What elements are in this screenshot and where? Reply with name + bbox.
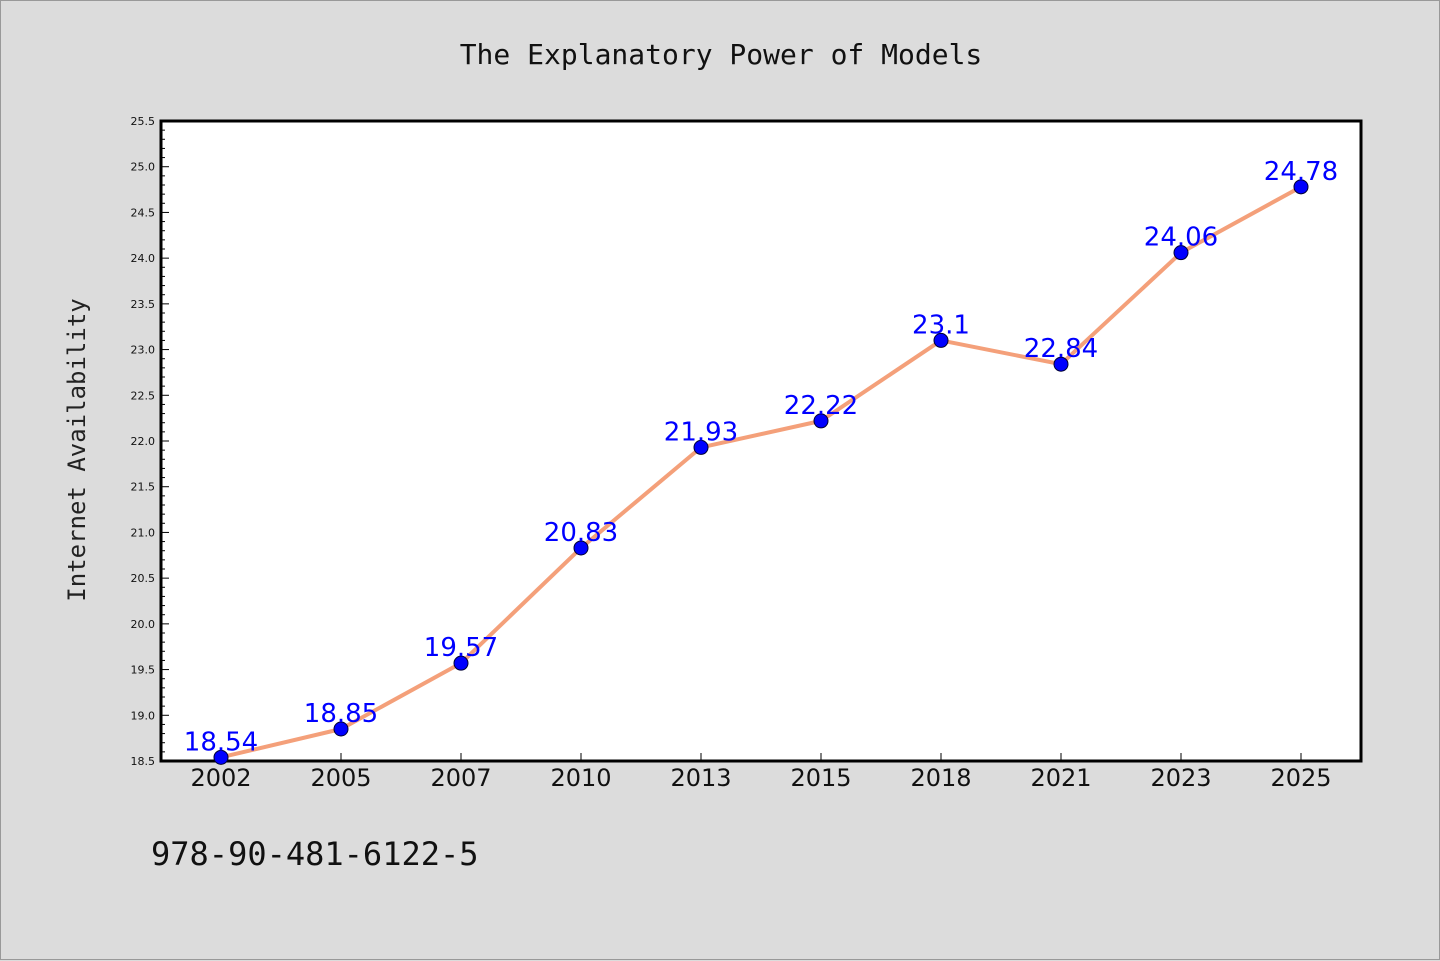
data-point-marker: [693, 439, 709, 455]
y-tick-label: 23.5: [131, 298, 156, 311]
data-point-marker: [1053, 356, 1069, 372]
data-point-marker: [573, 540, 589, 556]
y-tick-label: 20.5: [131, 572, 156, 585]
y-tick-label: 25.0: [131, 161, 156, 174]
data-point-marker: [453, 655, 469, 671]
data-point-marker: [1173, 245, 1189, 261]
y-tick-label: 22.5: [131, 389, 156, 402]
data-series: [213, 179, 1309, 765]
y-tick-label: 19.0: [131, 709, 156, 722]
series-line: [220, 185, 1302, 760]
y-tick-label: 21.0: [131, 526, 156, 539]
data-point-label: 18.54: [184, 727, 258, 757]
x-tick-label: 2023: [1150, 764, 1211, 792]
data-point-marker: [1293, 179, 1309, 195]
y-tick-label: 20.0: [131, 618, 156, 631]
chart-title: The Explanatory Power of Models: [460, 38, 983, 71]
data-point-label: 24.06: [1144, 223, 1218, 253]
y-axis-ticks: 18.5 19.0 19.5 20.0 20.5 21.0 21.5 22.0 22.5 23.0…: [131, 115, 169, 768]
y-tick-label: 19.5: [131, 664, 156, 677]
x-tick-label: 2010: [550, 764, 611, 792]
x-tick-label: 2005: [310, 764, 371, 792]
data-point-label: 21.93: [664, 417, 738, 447]
x-axis-ticks: 2002 2005 2007 2010 2013 2015 2018 2021 2023 2025: [190, 753, 1332, 792]
x-tick-label: 2025: [1270, 764, 1331, 792]
data-point-marker: [813, 413, 829, 429]
x-tick-label: 2002: [190, 764, 251, 792]
data-point-label: 18.85: [304, 699, 378, 729]
x-tick-label: 2021: [1030, 764, 1091, 792]
x-tick-label: 2015: [790, 764, 851, 792]
data-point-label: 22.22: [784, 391, 858, 421]
data-point-marker: [213, 749, 229, 765]
data-point-label: 20.83: [544, 518, 618, 548]
y-tick-label: 25.5: [131, 115, 156, 128]
x-tick-label: 2018: [910, 764, 971, 792]
data-point-label: 23.1: [912, 310, 970, 340]
y-axis-label: Internet Availability: [63, 298, 91, 601]
x-tick-label: 2007: [430, 764, 491, 792]
y-tick-label: 23.0: [131, 344, 156, 357]
y-tick-label: 24.0: [131, 252, 156, 265]
data-point-label: 19.57: [424, 633, 498, 663]
footer-isbn: 978-90-481-6122-5: [151, 835, 479, 873]
data-point-label: 22.84: [1024, 334, 1098, 364]
y-tick-label: 18.5: [131, 755, 156, 768]
data-point-marker: [333, 721, 349, 737]
data-labels: 18.54 18.85 19.57 20.83 21.93 22.22 23.1 22.84 2…: [184, 157, 1338, 758]
y-tick-label: 22.0: [131, 435, 156, 448]
plot-area: [159, 119, 1363, 763]
x-tick-label: 2013: [670, 764, 731, 792]
data-point-marker: [933, 332, 949, 348]
y-tick-label: 21.5: [131, 481, 156, 494]
y-tick-label: 24.5: [131, 206, 156, 219]
data-point-label: 24.78: [1264, 157, 1338, 187]
